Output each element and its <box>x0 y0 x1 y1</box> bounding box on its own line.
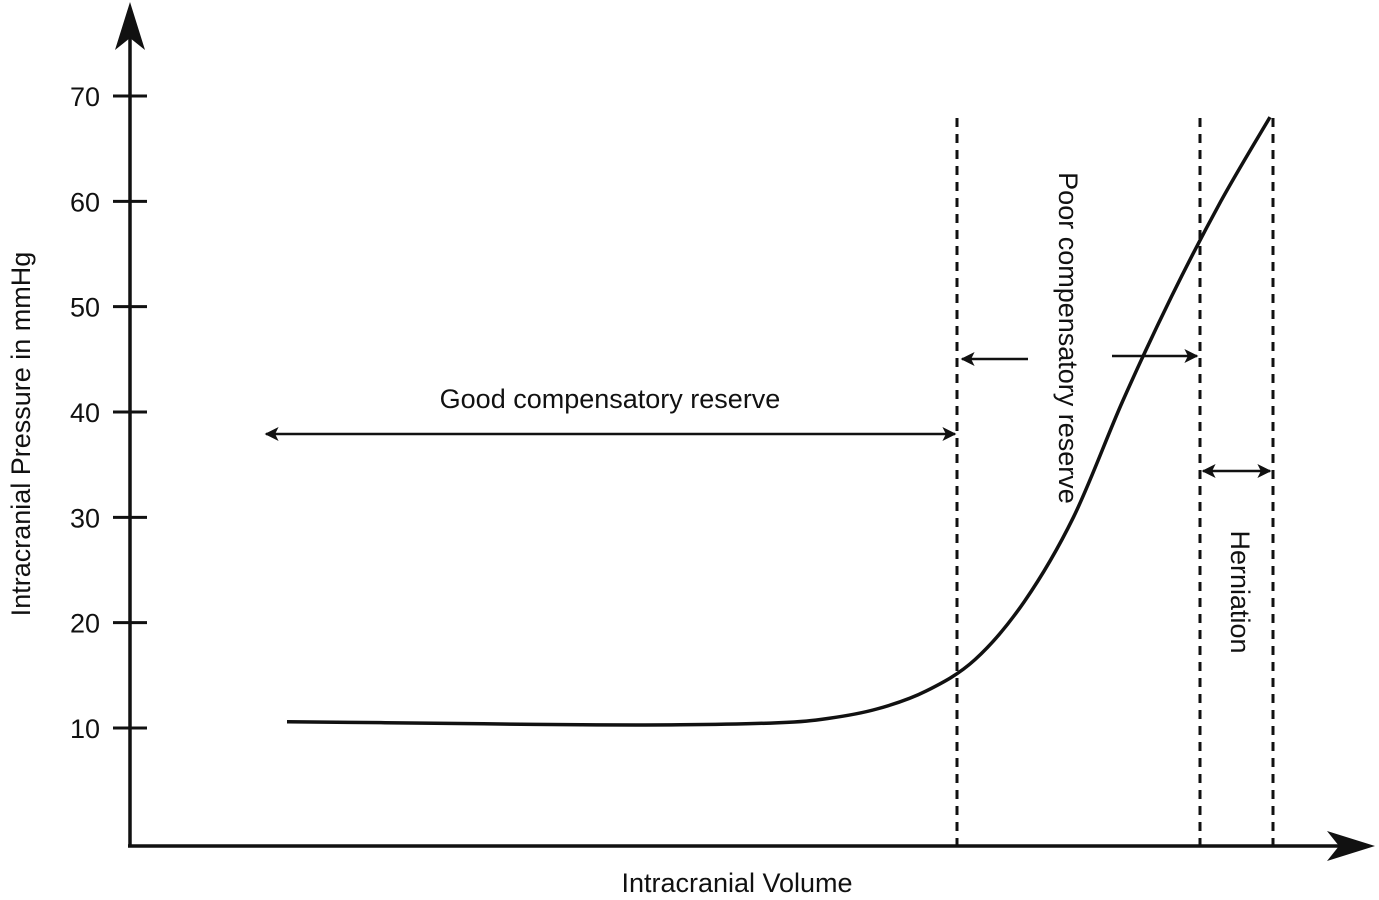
y-axis-title: Intracranial Pressure in mmHg <box>6 252 36 617</box>
y-tick-label-40: 40 <box>70 398 100 428</box>
x-axis-title: Intracranial Volume <box>621 868 852 898</box>
x-axis-arrowhead <box>1327 831 1375 861</box>
y-tick-label-10: 10 <box>70 714 100 744</box>
poor-reserve-label: Poor compensatory reserve <box>1053 172 1083 504</box>
herniation-label: Herniation <box>1225 530 1255 653</box>
y-ticks: 10 20 30 40 50 60 70 <box>70 82 147 744</box>
y-tick-label-60: 60 <box>70 187 100 217</box>
y-tick-label-50: 50 <box>70 293 100 323</box>
y-tick-label-30: 30 <box>70 503 100 533</box>
y-tick-label-70: 70 <box>70 82 100 112</box>
pressure-volume-curve <box>286 116 1272 727</box>
y-tick-label-20: 20 <box>70 609 100 639</box>
good-reserve-label: Good compensatory reserve <box>440 384 781 414</box>
y-axis-arrowhead <box>115 2 145 50</box>
